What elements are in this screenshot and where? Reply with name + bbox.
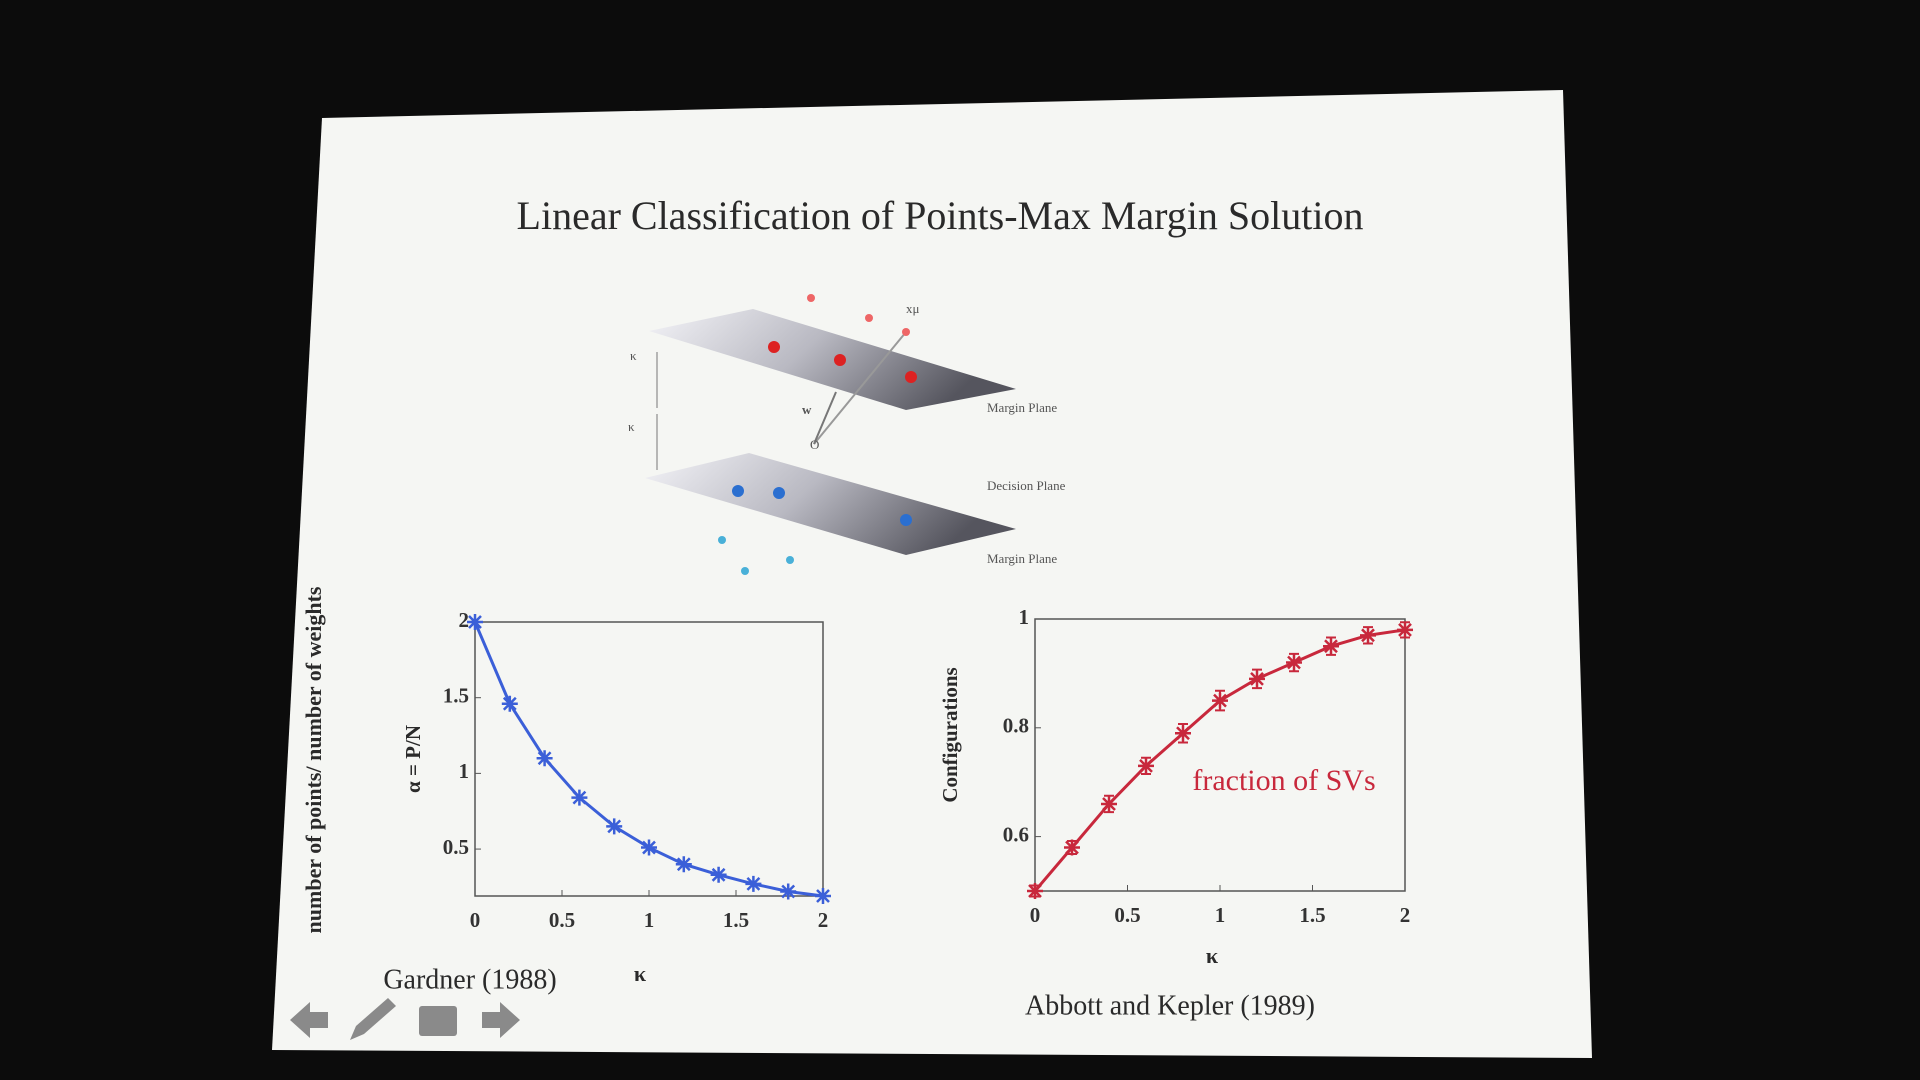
y-tick-label: 0.5: [443, 835, 469, 859]
y-tick-label: 1.5: [443, 684, 469, 708]
data-point: [1175, 725, 1191, 742]
data-point: [745, 875, 762, 892]
y-tick-label: 1: [459, 759, 470, 783]
point: [768, 341, 780, 353]
data-point: [1360, 627, 1376, 644]
nav-icons: [290, 998, 520, 1040]
data-point: [710, 866, 727, 883]
data-point: [1397, 621, 1413, 638]
point: [773, 487, 785, 499]
data-point: [467, 614, 483, 630]
x-tick-label: 2: [818, 908, 829, 932]
data-point: [1212, 692, 1228, 709]
diagram: κ κ w O xμ Margin Plane Decision Plane M…: [628, 294, 1066, 575]
data-point: [571, 789, 588, 806]
data-point: [641, 839, 657, 856]
caption: Abbott and Kepler (1989): [1025, 990, 1315, 1021]
upper-plane: [649, 309, 1016, 410]
annotation: fraction of SVs: [1192, 764, 1375, 797]
x-axis-label: κ: [1206, 943, 1219, 968]
point: [905, 371, 917, 383]
x-tick-label: 2: [1400, 903, 1411, 927]
data-point: [1027, 883, 1043, 899]
caption: Gardner (1988): [383, 964, 556, 995]
point: [786, 556, 794, 564]
point-label: xμ: [906, 301, 920, 316]
plane-label: Decision Plane: [987, 478, 1066, 493]
x-tick-label: 1: [644, 908, 655, 932]
y-tick-label: 0.8: [1003, 714, 1029, 738]
x-tick-label: 0: [1030, 903, 1041, 927]
data-point: [501, 695, 518, 712]
side-label: number of points/ number of weights: [301, 586, 326, 933]
next-button[interactable]: [482, 1002, 520, 1038]
pen-button[interactable]: [350, 998, 396, 1040]
point: [834, 354, 846, 366]
plane-label: Margin Plane: [987, 551, 1057, 566]
x-tick-label: 0.5: [1114, 903, 1140, 927]
x-tick-label: 1.5: [1299, 903, 1325, 927]
x-tick-label: 1: [1215, 903, 1226, 927]
x-tick-label: 0.5: [549, 908, 575, 932]
origin-label: O: [810, 437, 819, 452]
weight-label: w: [802, 402, 812, 417]
point: [732, 485, 744, 497]
point: [900, 514, 912, 526]
x-tick-label: 0: [470, 908, 481, 932]
point: [902, 328, 910, 336]
previous-button[interactable]: [290, 1002, 328, 1038]
y-tick-label: 1: [1019, 605, 1030, 629]
data-point: [1286, 654, 1302, 671]
data-point: [1138, 757, 1154, 774]
data-point: [815, 888, 831, 904]
data-point: [606, 818, 623, 835]
menu-button[interactable]: [419, 1006, 457, 1036]
lower-plane: [645, 453, 1016, 555]
point: [718, 536, 726, 544]
y-axis-label: Configurations: [938, 667, 962, 802]
margin-label: κ: [630, 348, 637, 363]
point: [865, 314, 873, 322]
plane-label: Margin Plane: [987, 400, 1057, 415]
slide-title: Linear Classification of Points-Max Marg…: [517, 193, 1364, 238]
weight-vector: [813, 391, 837, 445]
point: [807, 294, 815, 302]
data-point: [1064, 839, 1080, 856]
x-tick-label: 1.5: [723, 908, 749, 932]
y-tick-label: 2: [459, 608, 470, 632]
data-point: [1249, 670, 1265, 687]
x-axis-label: κ: [634, 961, 647, 986]
data-point: [675, 856, 692, 873]
margin-label: κ: [628, 419, 635, 434]
y-tick-label: 0.6: [1003, 822, 1029, 846]
data-point: [1101, 795, 1117, 812]
point-vector: [813, 331, 907, 445]
y-axis-label: α = P/N: [401, 725, 425, 793]
data-point: [780, 883, 797, 900]
data-point: [536, 750, 553, 767]
point: [741, 567, 749, 575]
data-point: [1323, 638, 1339, 655]
